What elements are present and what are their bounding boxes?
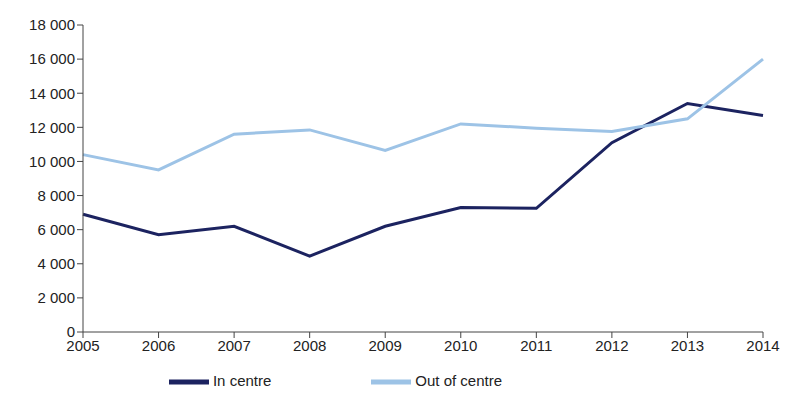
html-text:Out of centre: Out of centre: [415, 372, 502, 389]
svg-text:12 000: 12 000: [29, 119, 75, 136]
svg-text:8 000: 8 000: [37, 187, 75, 204]
svg-text:2010: 2010: [444, 337, 477, 354]
svg-text:2007: 2007: [217, 337, 250, 354]
svg-text:14 000: 14 000: [29, 85, 75, 102]
svg-text:2011: 2011: [520, 337, 552, 354]
svg-text:4 000: 4 000: [37, 255, 75, 272]
svg-text:2009: 2009: [369, 337, 402, 354]
svg-text:2013: 2013: [671, 337, 704, 354]
svg-text:10 000: 10 000: [29, 153, 75, 170]
svg-text:2014: 2014: [746, 337, 779, 354]
svg-text:6 000: 6 000: [37, 221, 75, 238]
svg-text:2012: 2012: [595, 337, 628, 354]
svg-text:2005: 2005: [66, 336, 100, 354]
svg-text:2 000: 2 000: [37, 289, 75, 306]
svg-text:18 000: 18 000: [29, 16, 75, 33]
svg-text:2006: 2006: [142, 337, 175, 354]
svg-text:0: 0: [67, 323, 75, 340]
html-text:In centre: In centre: [213, 372, 272, 389]
svg-text:16 000: 16 000: [29, 50, 75, 67]
svg-text:2008: 2008: [293, 337, 326, 354]
